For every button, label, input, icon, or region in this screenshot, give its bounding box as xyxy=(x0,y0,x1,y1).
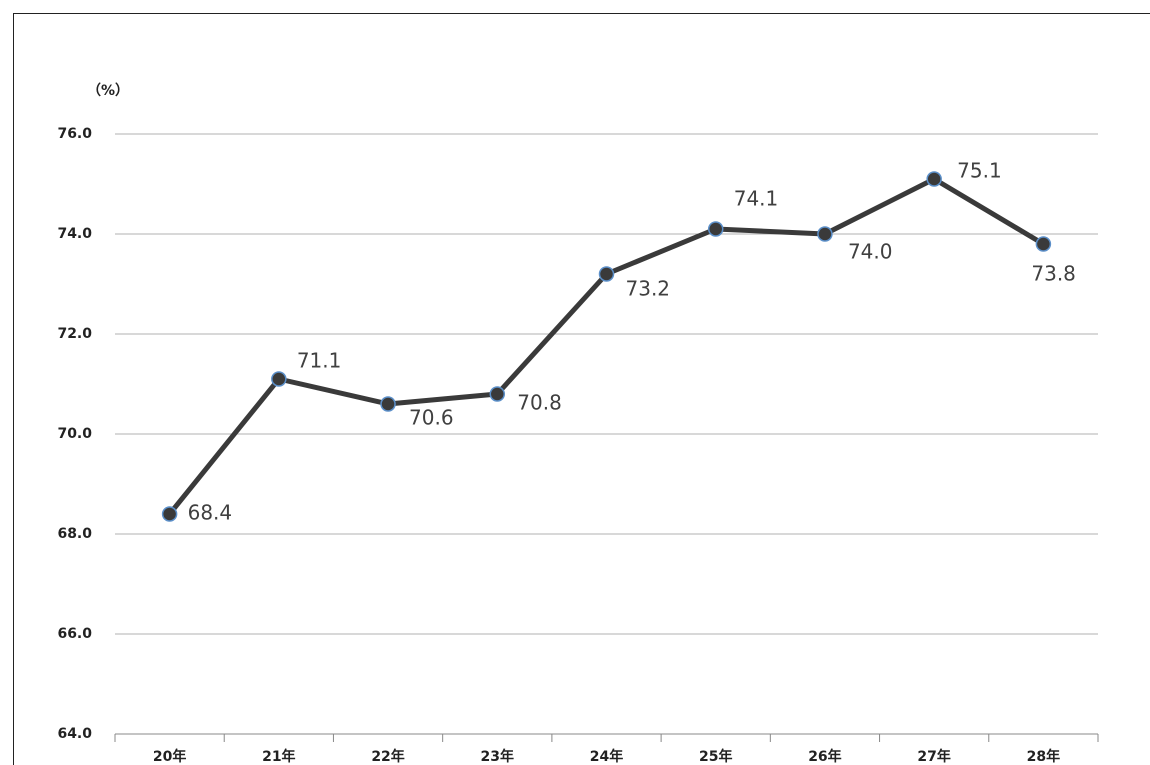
data-label: 68.4 xyxy=(188,501,233,525)
x-tick-label: 26年 xyxy=(808,748,841,765)
frame xyxy=(13,13,1150,765)
y-tick-label: 64.0 xyxy=(57,726,92,742)
marker xyxy=(161,506,178,522)
data-label: 74.0 xyxy=(848,240,893,264)
data-label: 74.1 xyxy=(734,187,779,211)
y-tick-label: 74.0 xyxy=(57,226,92,242)
marker xyxy=(926,171,942,187)
x-tick-label: 23年 xyxy=(481,748,514,765)
y-tick-label: 66.0 xyxy=(57,626,92,642)
marker xyxy=(598,266,615,282)
y-tick-label: 68.0 xyxy=(57,526,92,542)
marker xyxy=(817,226,833,242)
x-tick-label: 24年 xyxy=(590,748,623,765)
y-tick-label: 70.0 xyxy=(57,426,92,442)
marker xyxy=(380,396,396,412)
marker xyxy=(271,371,287,387)
marker xyxy=(1035,236,1052,252)
data-label: 70.6 xyxy=(409,406,454,430)
x-tick-label: 28年 xyxy=(1027,748,1060,765)
x-tick-label: 25年 xyxy=(699,748,732,765)
data-label: 73.8 xyxy=(1031,262,1076,286)
y-tick-label: 76.0 xyxy=(57,126,92,142)
x-tick-label: 20年 xyxy=(153,748,186,765)
y-tick-label: 72.0 xyxy=(57,326,92,342)
data-label: 70.8 xyxy=(517,391,562,415)
data-label: 71.1 xyxy=(297,349,342,373)
x-tick-label: 22年 xyxy=(371,748,404,765)
x-tick-label: 27年 xyxy=(917,748,950,765)
data-label: 73.2 xyxy=(626,277,671,301)
marker xyxy=(707,221,724,237)
x-tick-label: 21年 xyxy=(262,748,295,765)
data-label: 75.1 xyxy=(957,159,1002,183)
y-unit: （%） xyxy=(87,83,129,99)
marker xyxy=(489,386,506,402)
